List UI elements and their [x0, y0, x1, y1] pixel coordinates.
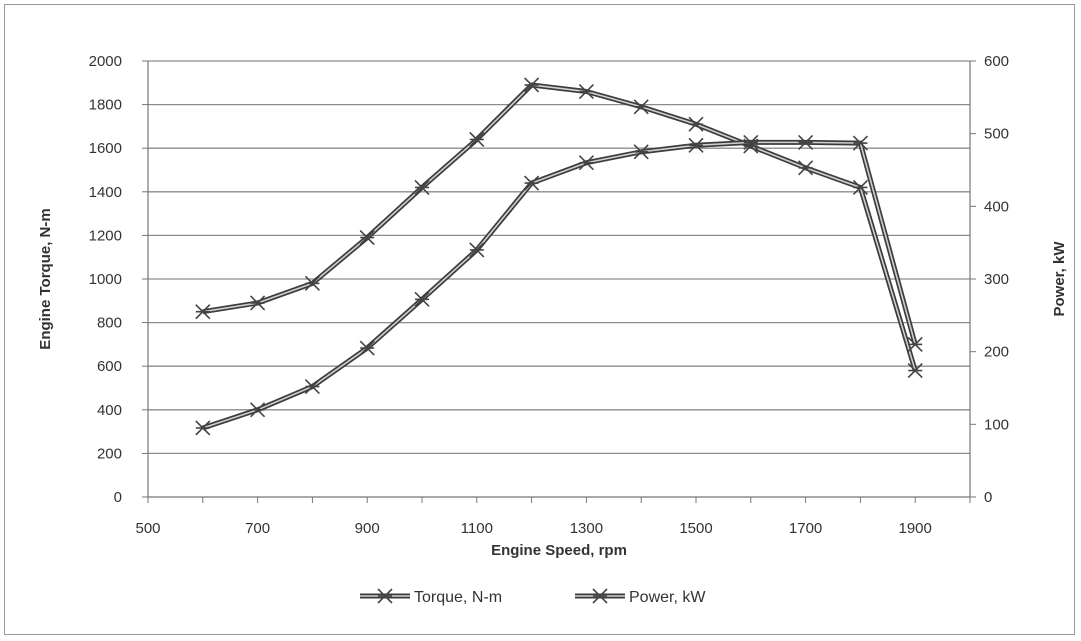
power-point [634, 145, 648, 159]
torque-point [799, 161, 813, 175]
y2-tick-label: 300 [984, 271, 1009, 288]
axes: 0 200 400 600 800 1000 1200 1400 1600 1800 2000 0 10… [89, 53, 1009, 537]
y-tick-label: 600 [97, 358, 122, 375]
power-point [799, 135, 813, 149]
y2-tick-label: 500 [984, 126, 1009, 143]
torque-point [470, 132, 484, 146]
torque-point [634, 100, 648, 114]
y-tick-label: 200 [97, 445, 122, 462]
y2-tick-label: 600 [984, 53, 1009, 70]
x-tick-label: 1700 [789, 520, 822, 537]
y-axis-title: Engine Torque, N-m [37, 208, 54, 349]
torque-point [360, 231, 374, 245]
series-layer [196, 78, 922, 435]
power-point [525, 176, 539, 190]
y2-axis-title: Power, kW [1051, 241, 1068, 317]
y-tick-label: 1400 [89, 184, 122, 201]
y2-tick-label: 0 [984, 489, 992, 506]
y-tick-label: 400 [97, 402, 122, 419]
power-point [251, 403, 265, 417]
y-tick-label: 2000 [89, 53, 122, 70]
legend-marker [378, 589, 392, 603]
x-tick-label: 1900 [899, 520, 932, 537]
x-tick-label: 500 [135, 520, 160, 537]
x-tick-label: 1300 [570, 520, 603, 537]
power-point [360, 341, 374, 355]
power-point [470, 243, 484, 257]
x-tick-label: 700 [245, 520, 270, 537]
y-tick-label: 800 [97, 315, 122, 332]
power-point [415, 292, 429, 306]
torque-series [196, 78, 922, 378]
series-line [203, 85, 915, 371]
power-point [305, 380, 319, 394]
torque-point [196, 305, 210, 319]
legend-label: Torque, N-m [414, 589, 502, 606]
power-point [579, 156, 593, 170]
y2-tick-label: 100 [984, 416, 1009, 433]
torque-point [251, 296, 265, 310]
series-line-inner [203, 85, 915, 371]
x-tick-label: 900 [355, 520, 380, 537]
x-tick-label: 1500 [679, 520, 712, 537]
torque-point [525, 78, 539, 92]
y-tick-label: 1800 [89, 97, 122, 114]
power-point [689, 138, 703, 152]
y-tick-label: 1000 [89, 271, 122, 288]
torque-point [579, 85, 593, 99]
y-tick-label: 1600 [89, 140, 122, 157]
x-axis-title: Engine Speed, rpm [491, 542, 627, 559]
legend-item: Torque, N-m [360, 589, 502, 606]
y2-tick-label: 400 [984, 198, 1009, 215]
legend-item: Power, kW [575, 589, 706, 606]
legend: Torque, N-m Power, kW [360, 589, 706, 606]
torque-point [689, 117, 703, 131]
y-tick-label: 0 [114, 489, 122, 506]
legend-label: Power, kW [629, 589, 706, 606]
gridlines [148, 61, 970, 453]
y2-tick-label: 200 [984, 344, 1009, 361]
legend-marker [593, 589, 607, 603]
power-point [196, 421, 210, 435]
x-tick-label: 1100 [461, 520, 493, 537]
y-tick-label: 1200 [89, 227, 122, 244]
